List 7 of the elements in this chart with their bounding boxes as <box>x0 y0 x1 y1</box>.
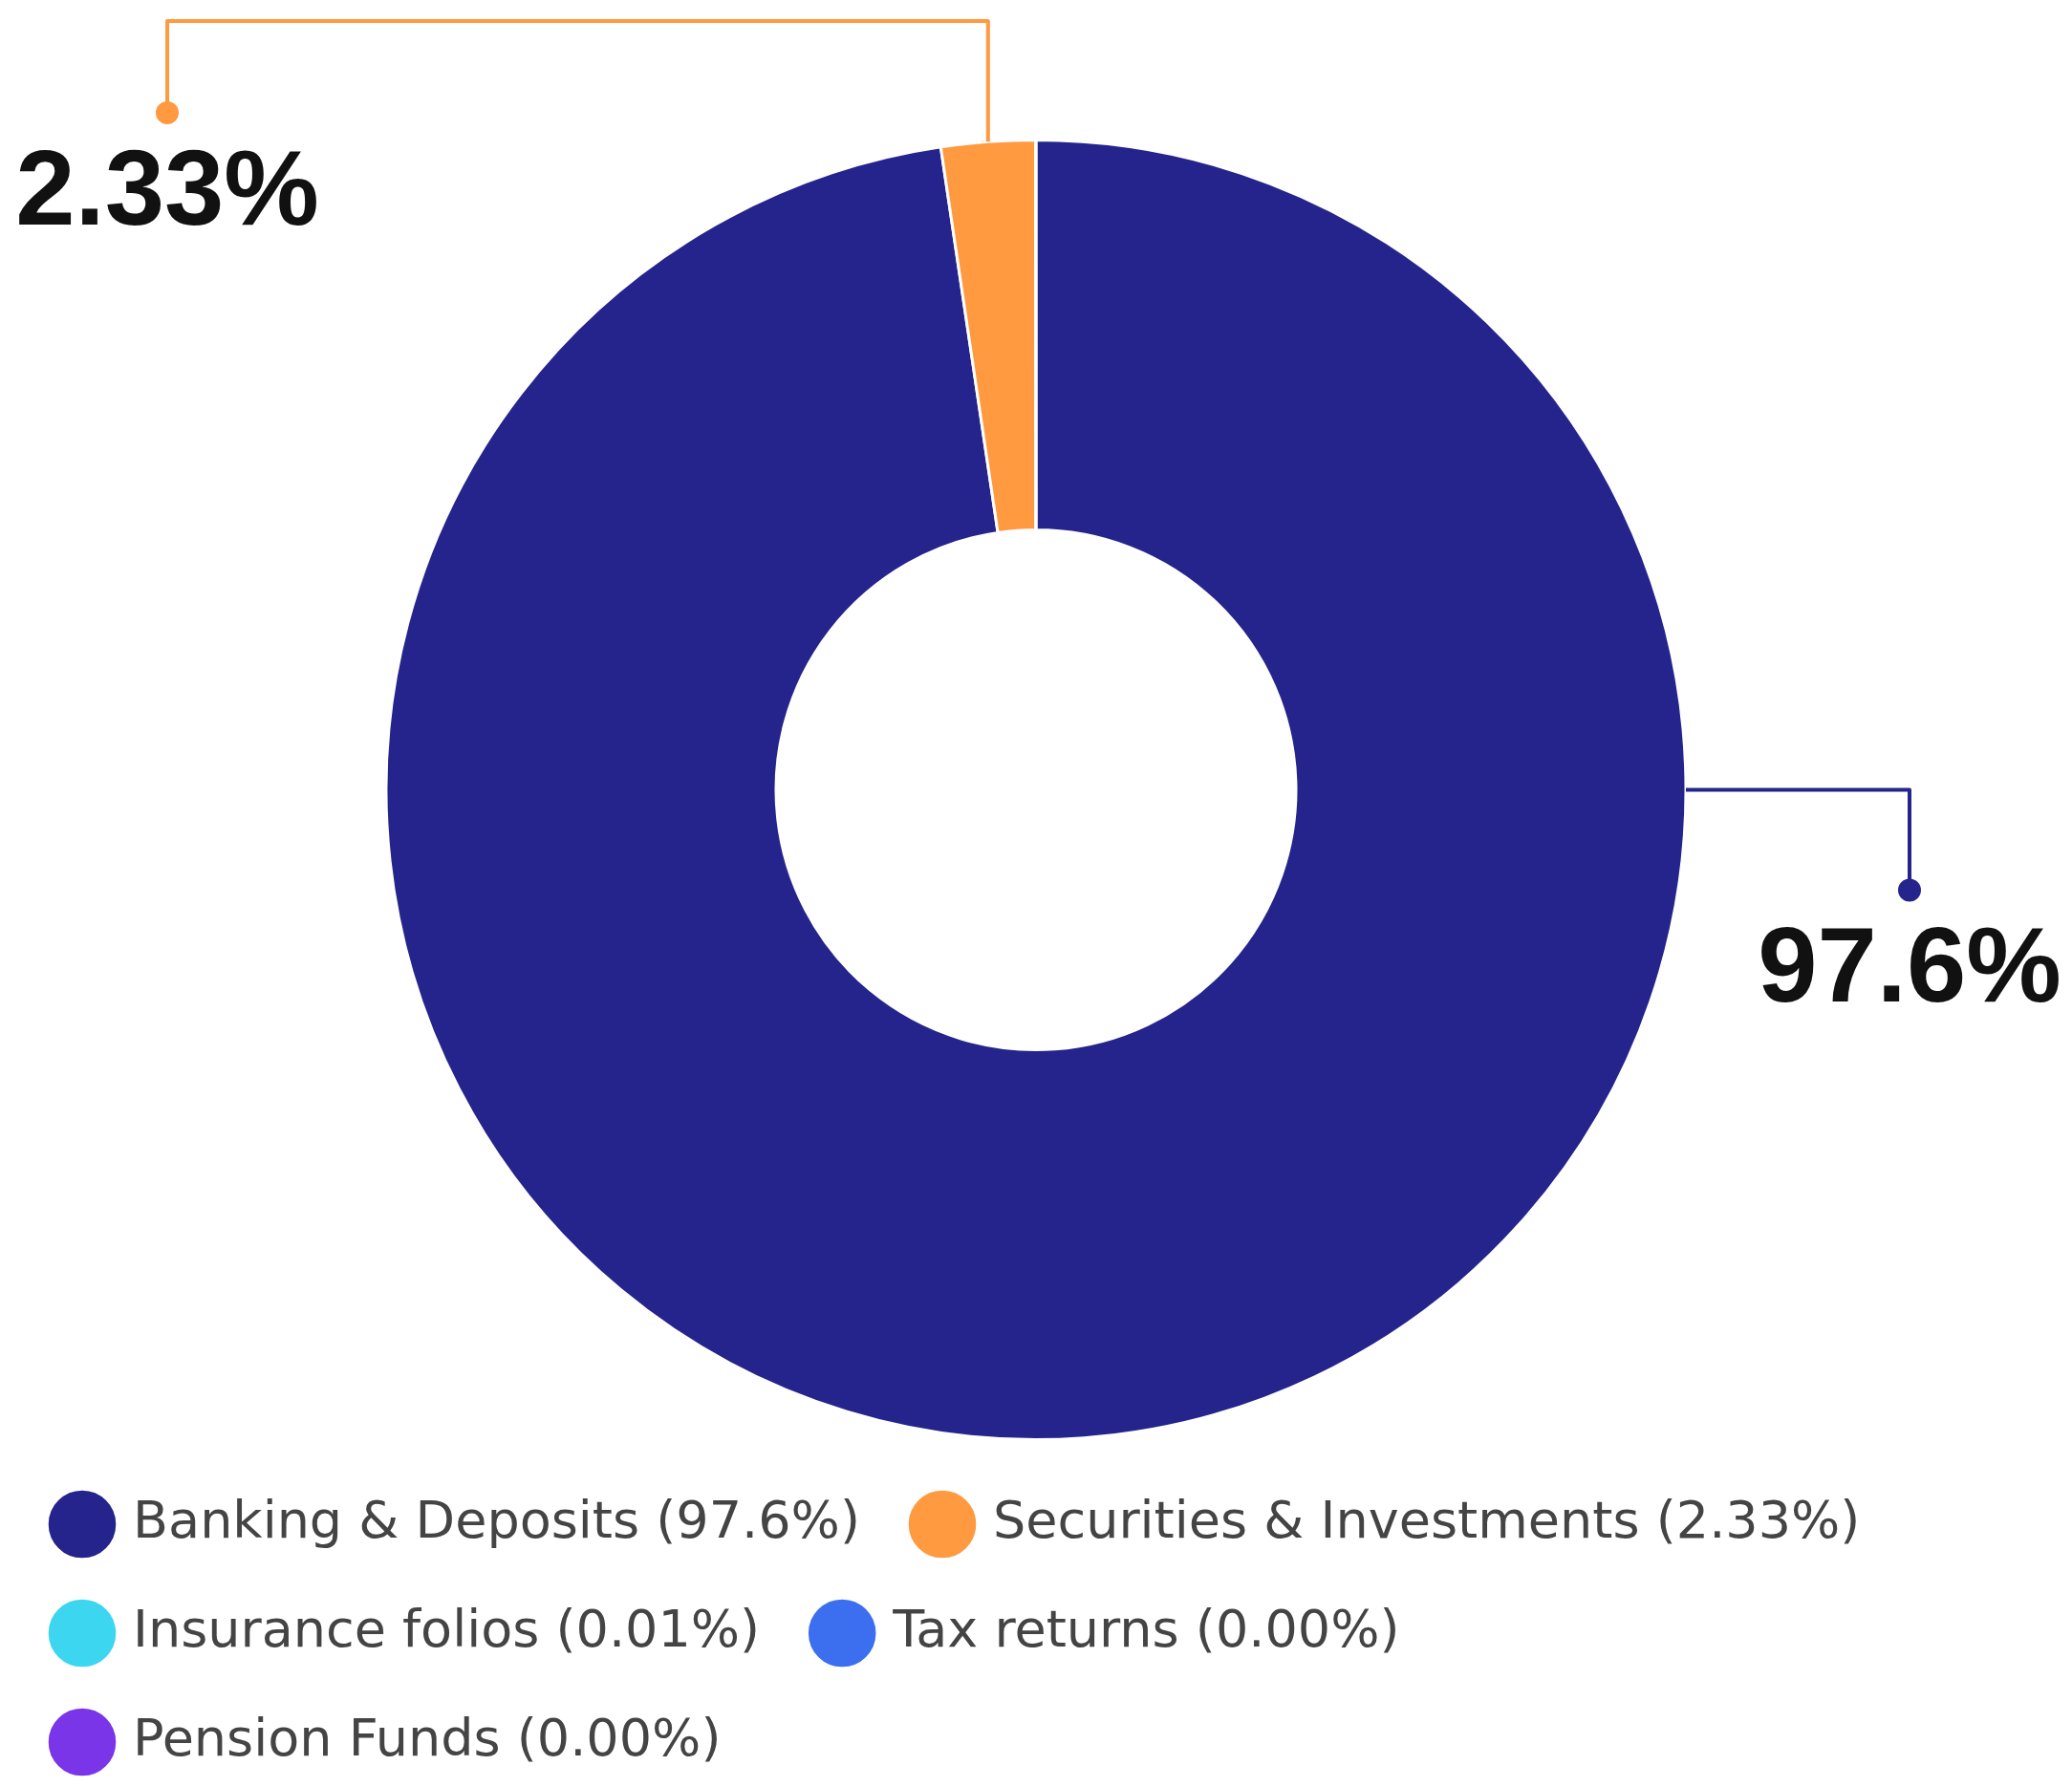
legend-label: Securities & Investments (2.33%) <box>992 1490 1861 1551</box>
legend-label: Pension Funds (0.00%) <box>133 1708 722 1769</box>
data-label: 2.33% <box>15 127 319 248</box>
legend-label: Tax returns (0.00%) <box>892 1599 1400 1660</box>
data-label: 97.6% <box>1758 905 2061 1025</box>
legend-label: Insurance folios (0.01%) <box>133 1599 761 1660</box>
legend-label: Banking & Deposits (97.6%) <box>133 1490 860 1551</box>
